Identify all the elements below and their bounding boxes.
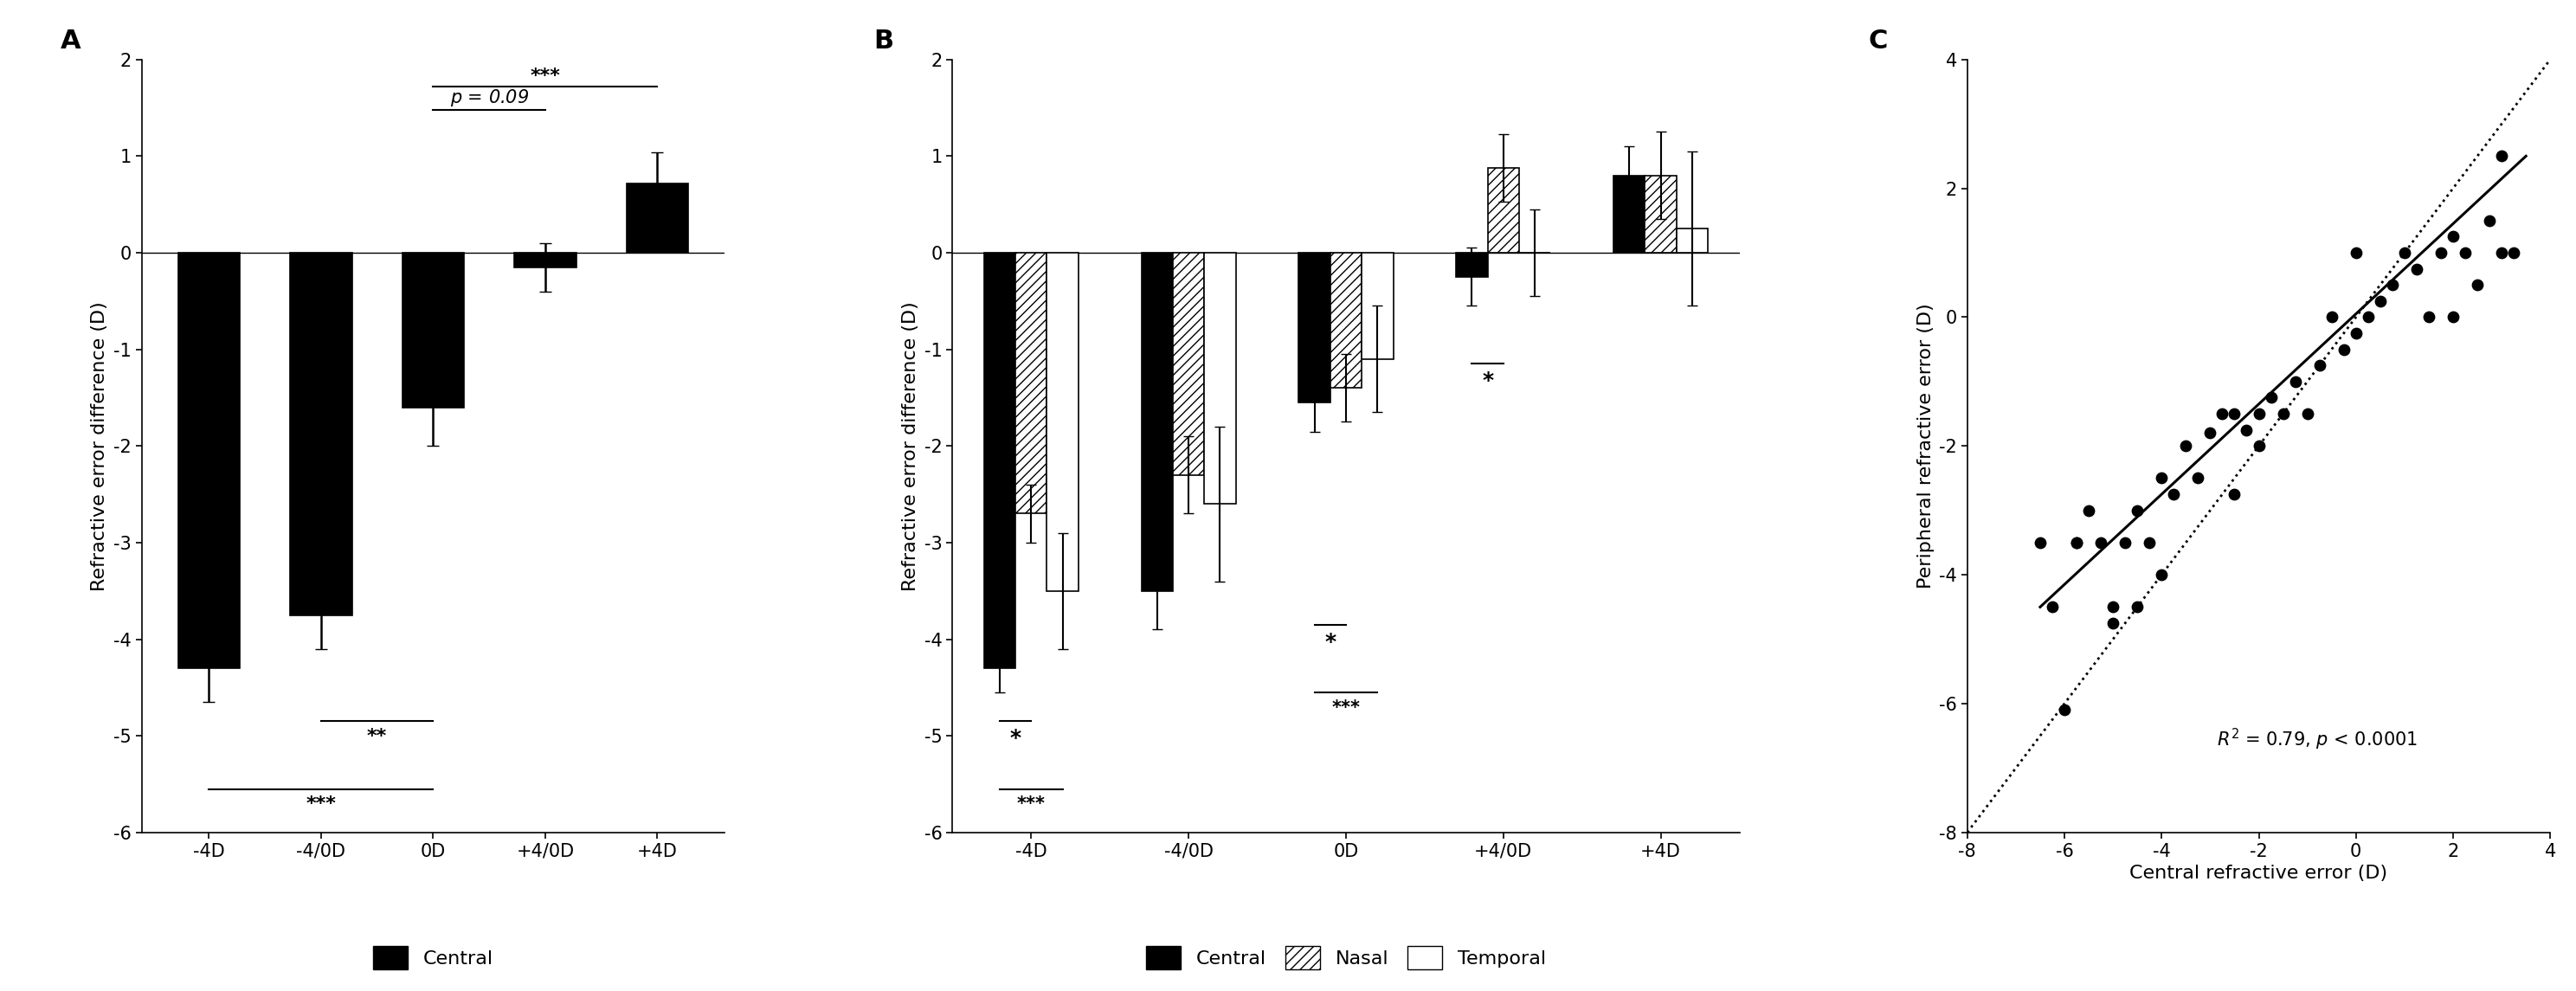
Point [2128,535,2169,551]
Text: ***: *** [1332,699,1360,716]
Bar [1486,167,1520,253]
Text: A: A [59,29,80,54]
Point [2324,341,2365,358]
Point [2494,245,2535,261]
Bar [291,253,353,615]
Text: ***: *** [1018,796,1046,813]
Point [2445,245,2486,261]
Y-axis label: Refractive error difference (D): Refractive error difference (D) [902,301,920,591]
Point [2360,293,2401,309]
Point [2069,502,2110,518]
Legend: Central, Nasal, Temporal: Central, Nasal, Temporal [1139,938,1553,977]
Point [2226,422,2267,438]
Bar [1646,175,1677,253]
Point [2287,406,2329,422]
Point [2481,149,2522,165]
Point [2251,389,2293,405]
Bar [1329,253,1363,387]
Bar [984,253,1015,668]
Point [2468,213,2509,229]
Point [2347,309,2388,325]
Bar [1455,253,1486,276]
Text: **: ** [366,728,386,745]
Point [2154,487,2195,502]
Text: B: B [873,29,894,54]
Point [2056,535,2097,551]
Bar [178,253,240,668]
Point [2336,245,2378,261]
Bar [515,253,577,268]
Point [2409,309,2450,325]
Text: ***: *** [531,67,562,84]
Point [2481,245,2522,261]
Text: $R^2$ = 0.79, $p$ < 0.0001: $R^2$ = 0.79, $p$ < 0.0001 [2218,727,2416,752]
Point [2056,535,2097,551]
Point [2432,229,2473,245]
Point [2141,567,2182,583]
Point [2081,535,2123,551]
Point [2432,309,2473,325]
Point [2311,309,2352,325]
Point [2262,406,2303,422]
Bar [1172,253,1206,475]
Point [2275,374,2316,389]
Point [2421,245,2463,261]
Point [2396,261,2437,276]
Bar [1613,175,1646,253]
Bar [1298,253,1329,402]
Point [2177,471,2218,487]
Bar [1206,253,1236,504]
Point [2383,245,2424,261]
Point [2213,487,2254,502]
Point [2032,599,2074,614]
Point [2298,358,2339,374]
Point [2092,599,2133,614]
Text: ***: *** [307,796,335,813]
X-axis label: Central refractive error (D): Central refractive error (D) [2130,865,2388,882]
Bar [626,183,688,253]
Point [2166,438,2208,454]
Bar [1677,229,1708,253]
Point [2458,277,2499,293]
Point [2336,325,2378,341]
Legend: Central: Central [366,938,500,977]
Point [2105,535,2146,551]
Point [2117,502,2159,518]
Point [2043,702,2084,717]
Y-axis label: Refractive error difference (D): Refractive error difference (D) [90,301,108,591]
Text: *: * [1010,728,1020,749]
Point [2372,277,2414,293]
Y-axis label: Peripheral refractive error (D): Peripheral refractive error (D) [1917,303,1935,589]
Point [2117,599,2159,614]
Bar [1141,253,1172,591]
Point [2239,438,2280,454]
Point [2092,615,2133,631]
Text: C: C [1868,29,1888,54]
Bar [1046,253,1079,591]
Bar [402,253,464,407]
Point [2141,471,2182,487]
Text: *: * [1324,631,1337,652]
Point [2020,535,2061,551]
Text: $p$ = 0.09: $p$ = 0.09 [451,87,528,108]
Point [2213,406,2254,422]
Point [2239,406,2280,422]
Point [2190,425,2231,441]
Point [2202,406,2244,422]
Bar [1363,253,1394,359]
Text: *: * [1481,371,1494,391]
Bar [1015,253,1046,513]
